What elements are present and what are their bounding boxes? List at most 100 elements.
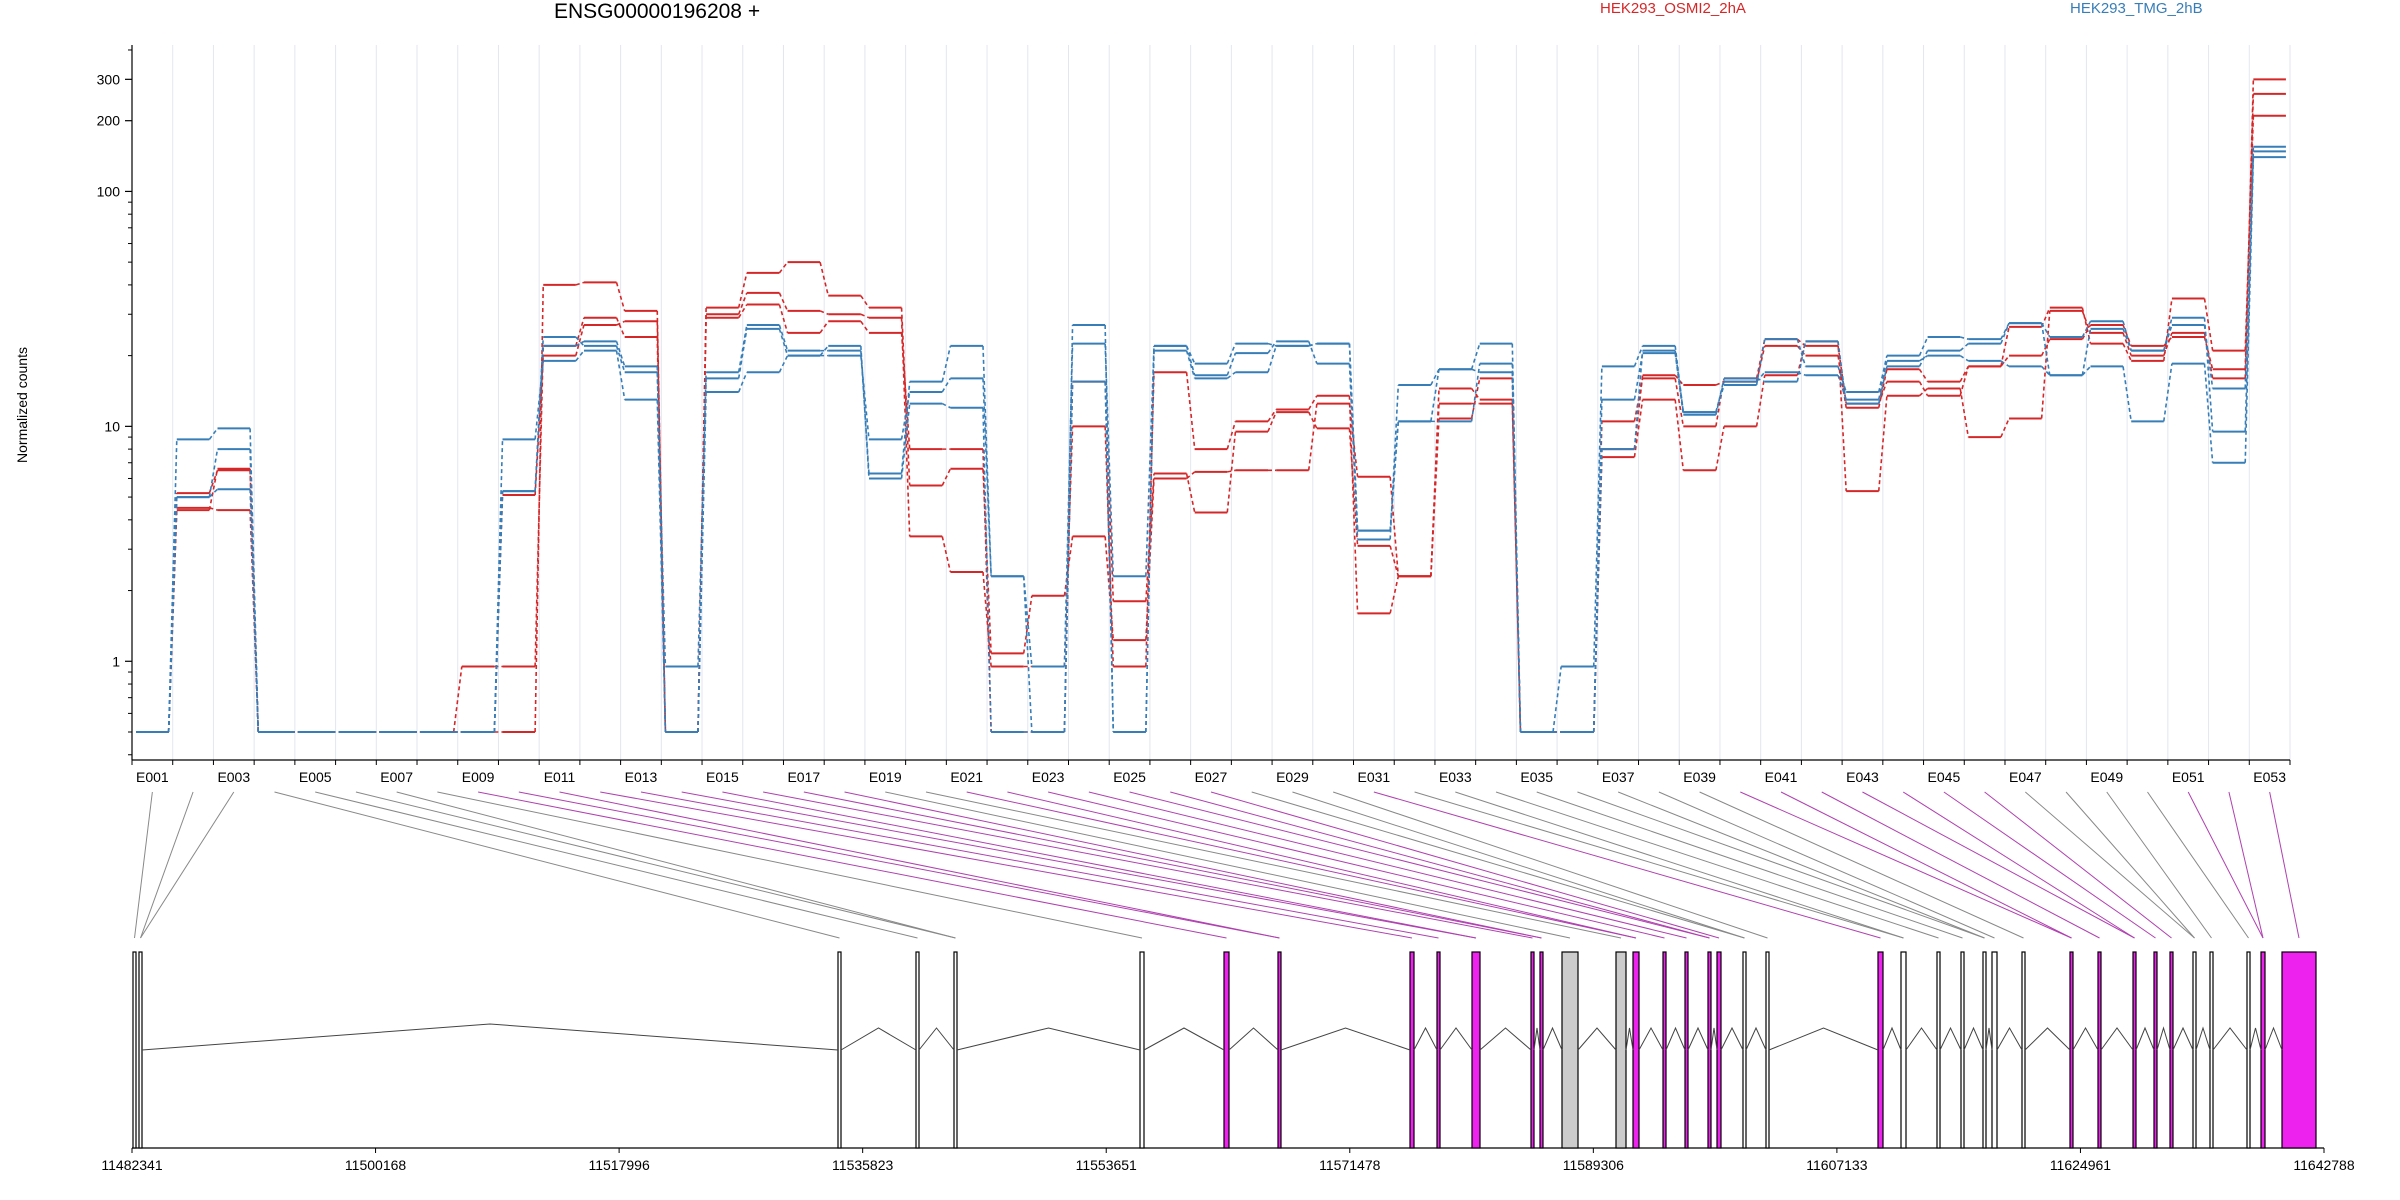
exon-block [1539, 951, 1544, 1149]
intron-line [1479, 1027, 1532, 1051]
y-axis-label: Normalized counts [14, 347, 30, 463]
exon-block [138, 951, 143, 1149]
genomic-tick-label: 11571478 [1319, 1157, 1380, 1173]
exon-block [1765, 951, 1770, 1149]
exon-block [837, 951, 842, 1149]
intron-line [1413, 1026, 1438, 1051]
exon-block [132, 951, 137, 1149]
x-tick-label: E007 [380, 769, 413, 785]
guide-line [1292, 791, 1745, 939]
intron-line [1542, 1026, 1563, 1051]
x-tick-label: E003 [217, 769, 250, 785]
guide-line [1862, 791, 2135, 939]
x-tick-label: E033 [1439, 769, 1472, 785]
guide-line [2025, 791, 2195, 939]
guide-line [1740, 791, 2072, 939]
exon-block [1615, 951, 1627, 1149]
x-tick-label: E019 [869, 769, 902, 785]
exon-block [2209, 951, 2214, 1149]
guide-line [437, 791, 1143, 939]
intron-line [1439, 1027, 1473, 1051]
intron-line [1577, 1027, 1617, 1051]
x-tick-label: E011 [544, 769, 576, 785]
exon-block [1223, 951, 1230, 1149]
guide-line [1414, 791, 1904, 939]
intron-line [1638, 1026, 1664, 1051]
exon-block [1530, 951, 1535, 1149]
exon-block [2169, 951, 2174, 1149]
guide-line [1251, 791, 1745, 939]
series-connector [167, 151, 2255, 733]
series-red-1 [136, 78, 2286, 733]
intron-line [1985, 1027, 1993, 1051]
exon-block [953, 951, 958, 1149]
guide-line [1332, 791, 1768, 939]
genomic-tick-label: 11535823 [832, 1157, 893, 1173]
genomic-tick-label: 11589306 [1563, 1157, 1624, 1173]
intron-line [918, 1027, 955, 1051]
guide-line [1048, 791, 1665, 939]
x-tick-label: E021 [950, 769, 983, 785]
exon-block [1471, 951, 1481, 1149]
exon-block [1409, 951, 1415, 1149]
x-tick-label: E001 [136, 769, 169, 785]
intron-line [1687, 1026, 1709, 1051]
intron-line [1665, 1026, 1686, 1051]
exon-block [2069, 951, 2074, 1149]
guide-line [1821, 791, 2100, 939]
exon-block [2132, 951, 2137, 1149]
series-connector [167, 79, 2255, 733]
x-tick-label: E015 [706, 769, 739, 785]
intron-line [2135, 1026, 2155, 1051]
guide-line [134, 791, 153, 939]
intron-line [840, 1027, 917, 1051]
exon-block [1662, 951, 1667, 1149]
genomic-tick-label: 11607133 [1806, 1157, 1867, 1173]
exon-block [2192, 951, 2197, 1149]
intron-line [1710, 1027, 1718, 1051]
exon-block [2260, 951, 2266, 1149]
exon-block [1707, 951, 1712, 1149]
x-tick-label: E009 [462, 769, 495, 785]
guide-line [1210, 791, 1720, 939]
guide-line [477, 791, 1227, 939]
guide-line [1943, 791, 2156, 939]
x-tick-label: E025 [1113, 769, 1146, 785]
guide-line [1577, 791, 1985, 939]
guide-line [1536, 791, 1963, 939]
genomic-tick-label: 11624961 [2050, 1157, 2111, 1173]
guide-line [274, 791, 840, 939]
intron-line [141, 1023, 839, 1051]
x-tick-label: E049 [2090, 769, 2123, 785]
exon-block [1900, 951, 1907, 1149]
exon-block [1632, 951, 1640, 1149]
intron-line [1745, 1026, 1767, 1051]
x-tick-label: E023 [1032, 769, 1065, 785]
intron-line [2024, 1027, 2071, 1051]
exon-block [1716, 951, 1722, 1149]
exon-block [1991, 951, 1998, 1149]
guide-line [315, 791, 918, 939]
guide-line [681, 791, 1477, 939]
x-tick-label: E005 [299, 769, 332, 785]
exon-block [1139, 951, 1145, 1149]
x-tick-label: E041 [1765, 769, 1798, 785]
guide-line [1617, 791, 1985, 939]
legend-entry-tmg: HEK293_TMG_2hB [2070, 0, 2203, 17]
series-red-3 [136, 92, 2286, 733]
guide-line [885, 791, 1571, 939]
intron-line [2264, 1026, 2283, 1051]
guide-line [763, 791, 1533, 939]
guide-line [140, 791, 235, 939]
guide-line [2147, 791, 2249, 939]
guide-line [355, 791, 956, 939]
intron-line [1882, 1026, 1902, 1051]
x-tick-label: E029 [1276, 769, 1309, 785]
intron-line [1996, 1026, 2023, 1051]
intron-line [1963, 1026, 1984, 1051]
x-tick-label: E043 [1846, 769, 1879, 785]
series-connector [167, 115, 2255, 733]
exon-block [2021, 951, 2026, 1149]
